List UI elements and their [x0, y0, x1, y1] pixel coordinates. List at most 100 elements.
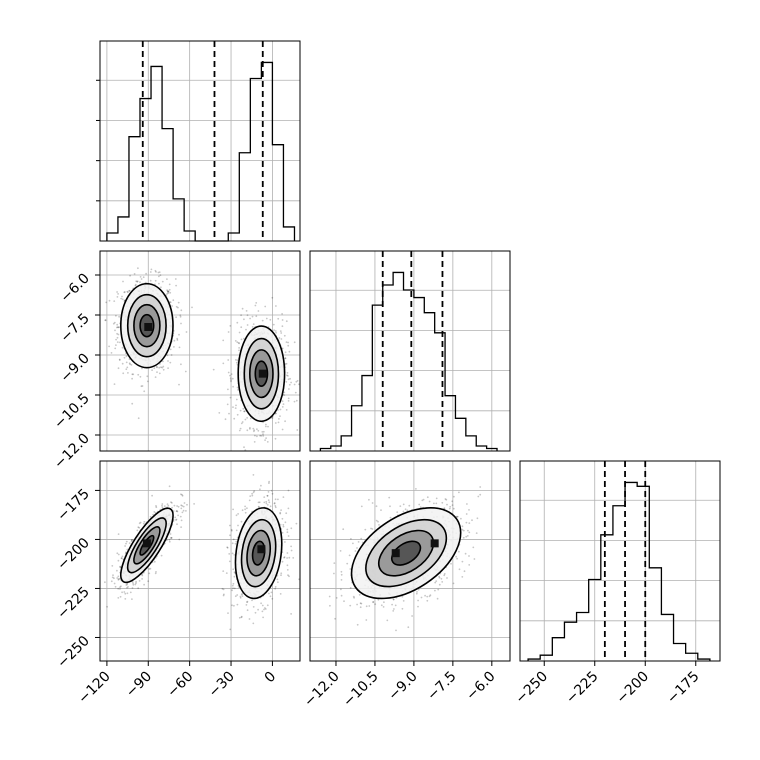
- sample-point: [333, 572, 335, 575]
- sample-point: [128, 362, 131, 365]
- sample-point: [450, 562, 452, 565]
- sample-point: [286, 531, 289, 534]
- sample-point: [428, 500, 431, 503]
- sample-point: [166, 503, 169, 505]
- sample-point: [271, 417, 274, 419]
- sample-point: [449, 505, 452, 508]
- sample-point: [266, 494, 269, 497]
- sample-point: [279, 512, 282, 515]
- sample-point: [121, 591, 123, 594]
- sample-point: [119, 588, 121, 590]
- sample-point: [146, 380, 149, 383]
- sample-point: [238, 349, 240, 352]
- sample-point: [180, 322, 182, 325]
- sample-point: [246, 601, 248, 603]
- sample-point: [393, 608, 395, 610]
- sample-point: [380, 604, 383, 607]
- sample-point: [104, 581, 106, 584]
- sample-point: [446, 577, 448, 579]
- sample-point: [132, 582, 135, 584]
- sample-point: [148, 568, 151, 570]
- sample-point: [275, 331, 277, 334]
- sample-point: [392, 598, 395, 601]
- sample-point: [269, 595, 272, 598]
- histogram-panel-1: [309, 250, 511, 452]
- sample-point: [167, 504, 170, 507]
- sample-point: [113, 577, 115, 580]
- sample-point: [176, 510, 179, 513]
- sample-point: [171, 506, 174, 509]
- sample-point: [265, 437, 267, 439]
- sample-point: [235, 361, 238, 364]
- sample-point: [243, 318, 245, 321]
- sample-point: [221, 587, 224, 590]
- sample-point: [360, 537, 363, 540]
- sample-point: [262, 430, 265, 433]
- sample-point: [116, 326, 119, 328]
- sample-point: [279, 415, 281, 417]
- sample-point: [124, 598, 127, 600]
- sample-point: [231, 584, 234, 587]
- sample-point: [295, 380, 298, 383]
- sample-point: [458, 550, 460, 553]
- sample-point: [137, 587, 140, 590]
- sample-point: [149, 271, 152, 273]
- sample-point: [169, 291, 172, 294]
- sample-point: [119, 586, 121, 589]
- sample-point: [352, 542, 354, 545]
- sample-point: [360, 602, 363, 605]
- sample-point: [353, 596, 355, 599]
- sample-point: [233, 587, 236, 590]
- sample-point: [212, 368, 215, 371]
- sample-point: [348, 554, 351, 557]
- sample-point: [356, 623, 359, 626]
- sample-point: [417, 599, 419, 602]
- sample-point: [128, 542, 131, 544]
- sample-point: [175, 316, 178, 319]
- sample-point: [222, 339, 225, 342]
- sample-point: [154, 279, 157, 282]
- sample-point: [255, 315, 258, 318]
- sample-point: [273, 502, 276, 505]
- sample-point: [280, 509, 282, 511]
- sample-point: [283, 391, 286, 394]
- sample-point: [249, 426, 251, 429]
- sample-point: [295, 399, 298, 402]
- sample-point: [171, 502, 173, 504]
- sample-point: [152, 513, 155, 516]
- sample-point: [183, 502, 186, 504]
- sample-point: [136, 280, 139, 283]
- sample-point: [166, 290, 169, 293]
- sample-point: [231, 552, 234, 555]
- y-tick-label: −200: [54, 535, 93, 574]
- sample-point: [283, 394, 286, 396]
- sample-point: [290, 613, 292, 615]
- sample-point: [288, 383, 291, 386]
- sample-point: [252, 622, 255, 625]
- sample-point: [368, 605, 371, 607]
- sample-point: [259, 488, 261, 491]
- sample-point: [262, 435, 265, 437]
- sample-point: [113, 582, 116, 585]
- sample-point: [127, 291, 129, 294]
- histogram-step: [527, 481, 711, 661]
- sample-point: [257, 608, 259, 611]
- sample-point: [468, 555, 470, 557]
- sample-point: [125, 361, 128, 364]
- sample-point: [229, 374, 231, 377]
- sample-point: [236, 386, 239, 389]
- sample-point: [267, 425, 269, 428]
- sample-point: [260, 602, 262, 605]
- sample-point: [177, 505, 180, 508]
- sample-point: [256, 435, 258, 438]
- sample-point: [131, 598, 133, 600]
- sample-point: [287, 344, 290, 347]
- sample-point: [349, 587, 352, 589]
- sample-point: [419, 506, 422, 508]
- sample-point: [126, 548, 129, 551]
- x-tick-label: −90: [123, 669, 155, 701]
- sample-point: [461, 576, 464, 578]
- sample-point: [340, 579, 343, 581]
- sample-point: [265, 500, 268, 503]
- sample-point: [404, 508, 407, 511]
